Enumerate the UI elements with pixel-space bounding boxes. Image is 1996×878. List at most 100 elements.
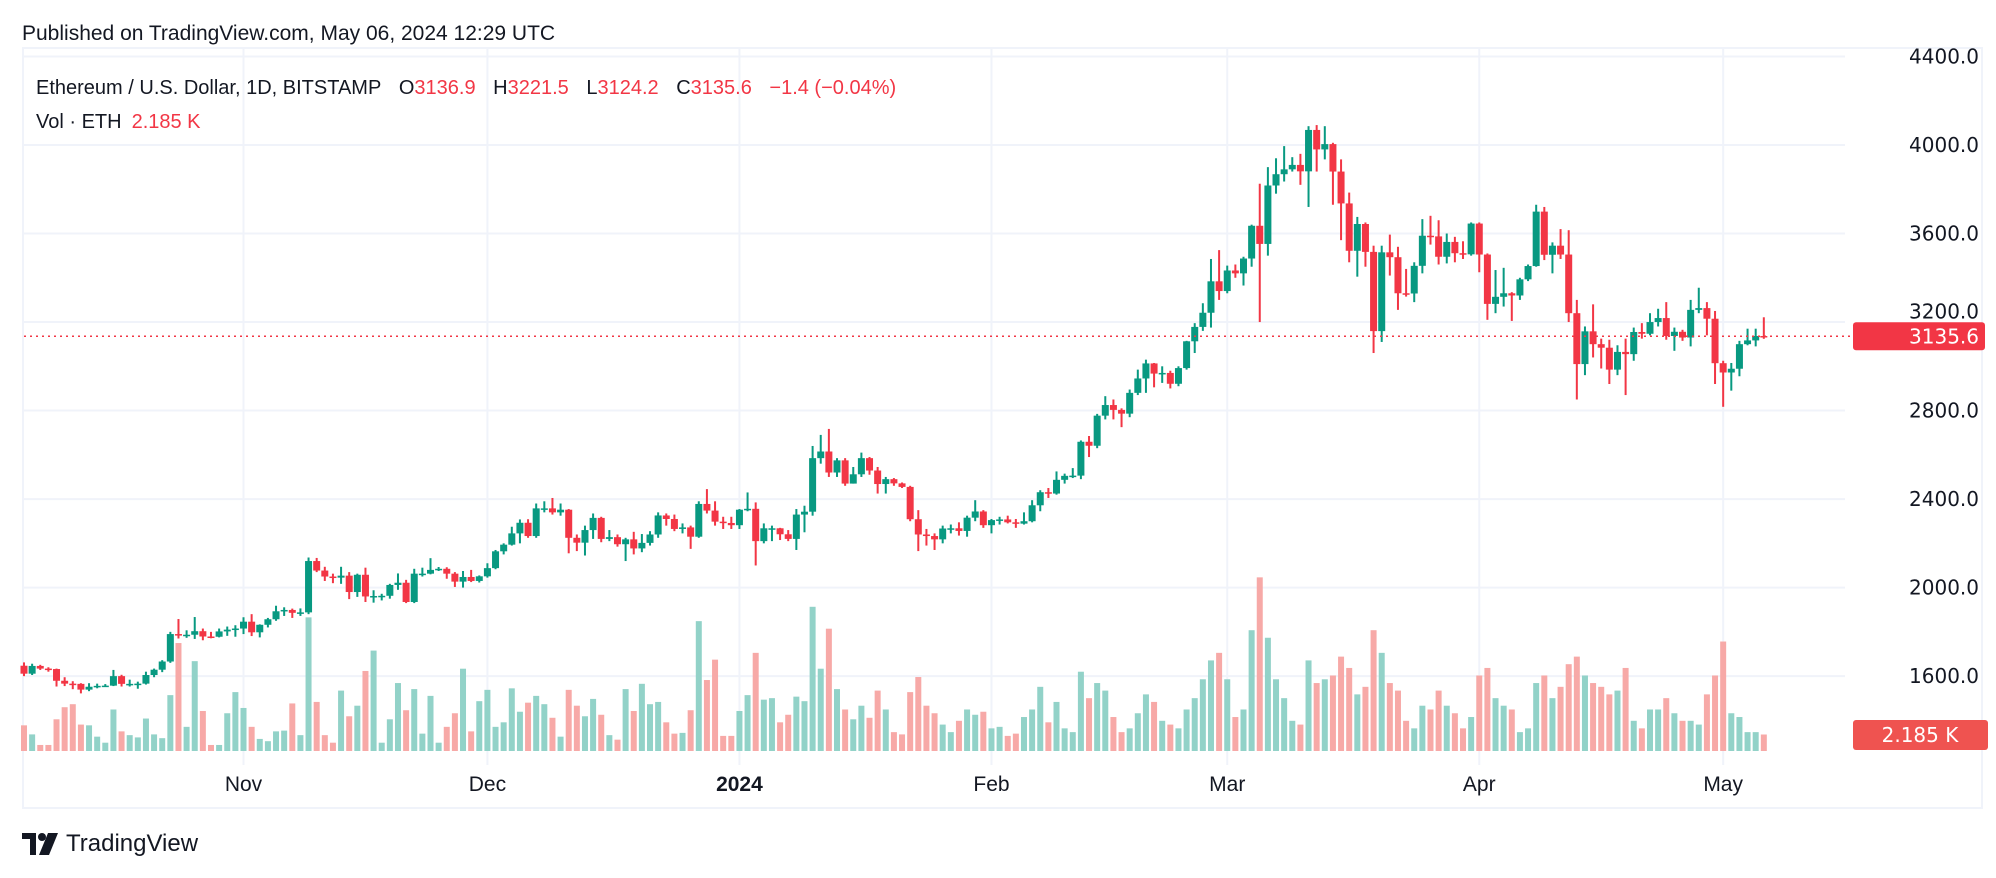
candle-body (321, 570, 329, 577)
candle-wick (1592, 304, 1595, 358)
symbol-title[interactable]: Ethereum / U.S. Dollar, 1D, BITSTAMP (36, 77, 382, 99)
candle-wick (209, 631, 212, 639)
volume-bar (1151, 701, 1158, 751)
candle-wick (665, 513, 668, 526)
volume-bar (1720, 641, 1727, 751)
candle-body (118, 676, 126, 684)
volume-bar (679, 732, 686, 751)
candle-wick (624, 537, 627, 562)
candles (20, 125, 1768, 694)
candle-wick (136, 681, 139, 689)
candle-wick (746, 492, 749, 512)
candle-body (1581, 331, 1589, 365)
candle-body (1305, 129, 1313, 172)
volume-bar (1338, 656, 1345, 751)
last-price-badge (1853, 322, 1985, 351)
candle-wick (299, 608, 302, 616)
volume-bar (69, 704, 76, 751)
candle-body (1240, 258, 1247, 274)
candle-body (134, 683, 142, 686)
candle-body (1516, 279, 1524, 296)
open-label: O (398, 77, 415, 99)
candle-wick (1730, 362, 1733, 391)
high-value: 3221.5 (507, 77, 569, 99)
candle-wick (925, 528, 928, 546)
candle-body (1337, 171, 1345, 204)
candle-body (727, 522, 735, 526)
volume-bar (1142, 694, 1149, 751)
candle-body (1296, 164, 1304, 172)
volume-bar (1207, 660, 1214, 751)
candle-body (174, 634, 182, 636)
volume-bar (1581, 675, 1588, 751)
volume-bar (492, 726, 499, 751)
candle-body (1695, 308, 1703, 310)
volume-label[interactable]: Vol · ETH (36, 111, 122, 133)
candle-body (955, 528, 963, 531)
time-tick-label: Feb (973, 773, 1009, 796)
volume-bar (1403, 720, 1410, 751)
candle-body (1654, 318, 1662, 323)
candle-body (313, 561, 321, 571)
candle-body (939, 528, 947, 540)
volume-bar (1484, 667, 1491, 751)
volume-bar (638, 683, 645, 751)
candle-body (1646, 322, 1654, 334)
volume-bar (1224, 679, 1231, 751)
candle-wick (1673, 327, 1676, 351)
price-tick-label: 2400.0 (1909, 487, 1979, 511)
volume-bar (972, 714, 979, 751)
candle-body (1605, 347, 1613, 370)
candle-wick (1510, 292, 1513, 321)
candle-body (1378, 252, 1386, 332)
candle-body (1451, 241, 1459, 254)
high-label: H (493, 77, 508, 99)
volume-bar (768, 698, 775, 751)
candle-body (1703, 308, 1711, 319)
candle-body (345, 575, 353, 593)
volume-bar (1525, 728, 1532, 751)
candle-body (1288, 164, 1296, 170)
candle-body (1118, 409, 1126, 414)
candle-wick (1762, 317, 1765, 339)
volume-bar (232, 692, 239, 751)
volume-bar (1460, 728, 1467, 751)
candle-wick (331, 573, 334, 584)
volume-bar (931, 713, 938, 751)
candle-body (475, 576, 483, 581)
last-volume-label: 2.185 K (1882, 723, 1960, 747)
volume-bar (557, 736, 564, 751)
candle-body (1435, 236, 1443, 257)
candle-body (1386, 252, 1394, 258)
candle-wick (608, 530, 611, 542)
volume-bar (988, 728, 995, 751)
volume-bar (525, 702, 532, 751)
candle-body (1752, 335, 1760, 341)
footer-logo[interactable]: TradingView (22, 830, 198, 858)
volume-bar (1273, 679, 1280, 751)
candle-wick (1657, 308, 1660, 327)
volume-bar (1045, 722, 1052, 751)
volume-bar (760, 699, 767, 751)
volume-bar (777, 722, 784, 751)
candle-body (1524, 266, 1532, 280)
candle-body (150, 669, 158, 676)
close-value: 3135.6 (690, 77, 752, 99)
candle-body (394, 582, 402, 585)
volume-bar (712, 659, 719, 751)
candle-body (548, 508, 556, 513)
volume-bar (1053, 701, 1060, 751)
candle-body (1044, 492, 1052, 494)
candle-body (1345, 203, 1353, 251)
volume-bar (110, 709, 117, 751)
volume-bar (1167, 724, 1174, 751)
candle-body (1370, 251, 1378, 332)
volume-bar (655, 701, 662, 751)
time-tick-label: Nov (225, 773, 263, 796)
volume-bar (451, 713, 458, 751)
volume-bar (305, 617, 312, 751)
volume-bar (1419, 705, 1426, 751)
volume-bar (1175, 728, 1182, 751)
volume-bar (1102, 690, 1109, 751)
